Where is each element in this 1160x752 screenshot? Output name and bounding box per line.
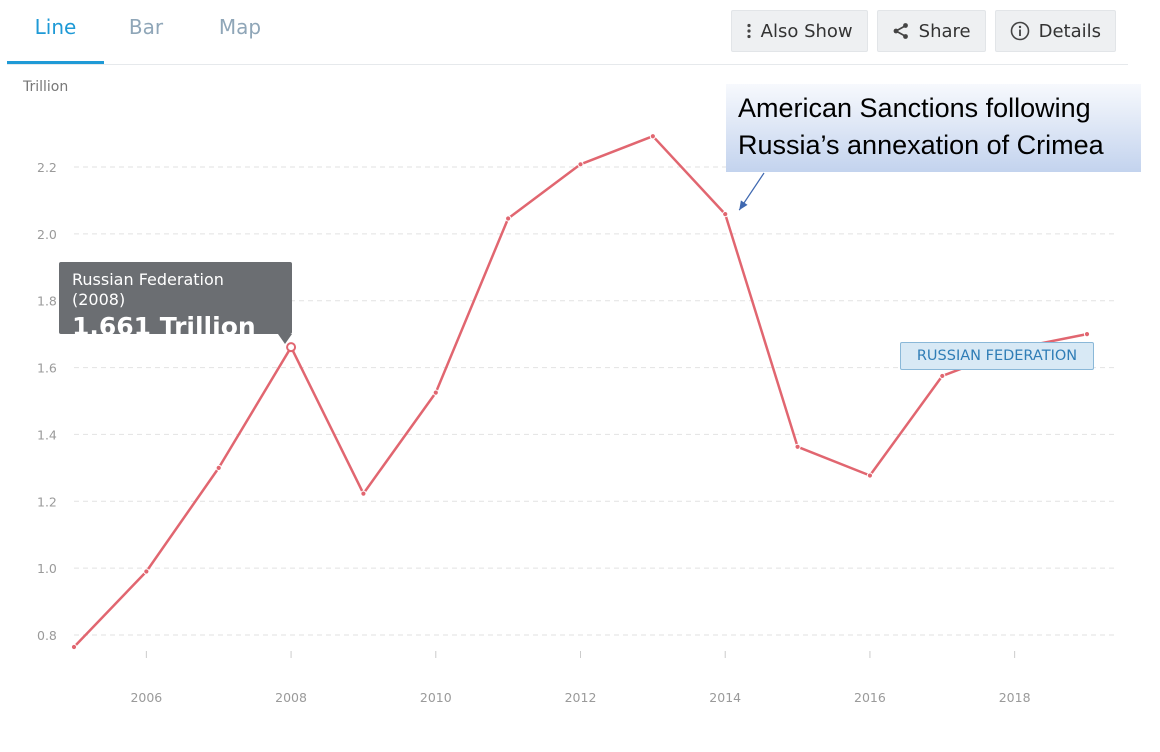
data-point bbox=[215, 464, 222, 471]
annotation-arrow bbox=[738, 172, 765, 211]
x-tick-label: 2006 bbox=[130, 690, 162, 705]
x-axis-ticks: 2006 2008 2010 2012 2014 2016 2018 bbox=[130, 651, 1031, 705]
info-icon bbox=[1010, 21, 1029, 41]
y-tick-label: 1.6 bbox=[37, 361, 57, 376]
data-point bbox=[577, 161, 584, 168]
data-point bbox=[70, 643, 78, 651]
data-point bbox=[432, 389, 439, 396]
annotation-line-2: Russia’s annexation of Crimea bbox=[738, 130, 1104, 160]
y-tick-label: 1.8 bbox=[37, 294, 57, 309]
also-show-label: Also Show bbox=[760, 20, 853, 42]
data-point bbox=[722, 211, 729, 218]
share-icon bbox=[893, 23, 908, 39]
gridlines bbox=[74, 166, 1117, 636]
data-point bbox=[939, 372, 946, 380]
x-tick-label: 2012 bbox=[565, 690, 597, 705]
data-tooltip: Russian Federation (2008) 1.661 Trillion bbox=[59, 262, 292, 344]
data-point bbox=[794, 443, 801, 450]
tooltip-title: Russian Federation (2008) bbox=[72, 270, 224, 309]
data-points bbox=[70, 133, 1091, 651]
x-tick-label: 2008 bbox=[275, 690, 307, 705]
x-tick-label: 2016 bbox=[854, 690, 886, 705]
share-label: Share bbox=[918, 20, 971, 42]
y-tick-label: 2.0 bbox=[37, 227, 57, 242]
tab-bar[interactable]: Bar bbox=[128, 15, 164, 39]
series-label-russian-federation[interactable]: RUSSIAN FEDERATION bbox=[900, 342, 1094, 370]
vertical-dots-icon bbox=[747, 23, 751, 39]
annotation-callout: American Sanctions following Russia’s an… bbox=[726, 84, 1141, 172]
data-point bbox=[649, 133, 656, 140]
tooltip-value: 1.661 Trillion bbox=[72, 312, 256, 341]
y-tick-label: 1.0 bbox=[37, 561, 57, 576]
y-tick-label: 1.2 bbox=[37, 494, 57, 509]
details-button[interactable]: Details bbox=[994, 10, 1116, 52]
share-button[interactable]: Share bbox=[876, 10, 986, 52]
toolbar: Also Show Share Details bbox=[730, 10, 1116, 52]
data-point-highlighted bbox=[286, 342, 297, 353]
tab-line[interactable]: Line bbox=[7, 0, 104, 64]
tab-map[interactable]: Map bbox=[218, 15, 262, 39]
annotation-line-1: American Sanctions following bbox=[738, 93, 1091, 123]
y-tick-label: 1.4 bbox=[37, 427, 57, 442]
y-tick-label: 0.8 bbox=[37, 628, 57, 643]
tab-divider bbox=[7, 64, 1128, 65]
y-axis-ticks: 0.8 1.0 1.2 1.4 1.6 1.8 2.0 2.2 bbox=[37, 160, 57, 643]
also-show-button[interactable]: Also Show bbox=[730, 10, 868, 52]
details-label: Details bbox=[1038, 20, 1101, 42]
x-tick-label: 2010 bbox=[420, 690, 452, 705]
data-point bbox=[505, 215, 512, 222]
data-point bbox=[143, 568, 150, 575]
x-tick-label: 2014 bbox=[709, 690, 741, 705]
y-tick-label: 2.2 bbox=[37, 160, 57, 175]
y-unit-label: Trillion bbox=[22, 79, 68, 95]
chart-type-tabs: Line Bar Map bbox=[7, 0, 292, 64]
series-line-russian-federation bbox=[73, 134, 1088, 648]
data-point bbox=[360, 490, 367, 497]
data-point bbox=[866, 472, 874, 479]
annotation-arrow-head bbox=[739, 200, 748, 211]
data-point bbox=[1083, 331, 1091, 338]
x-tick-label: 2018 bbox=[999, 690, 1031, 705]
